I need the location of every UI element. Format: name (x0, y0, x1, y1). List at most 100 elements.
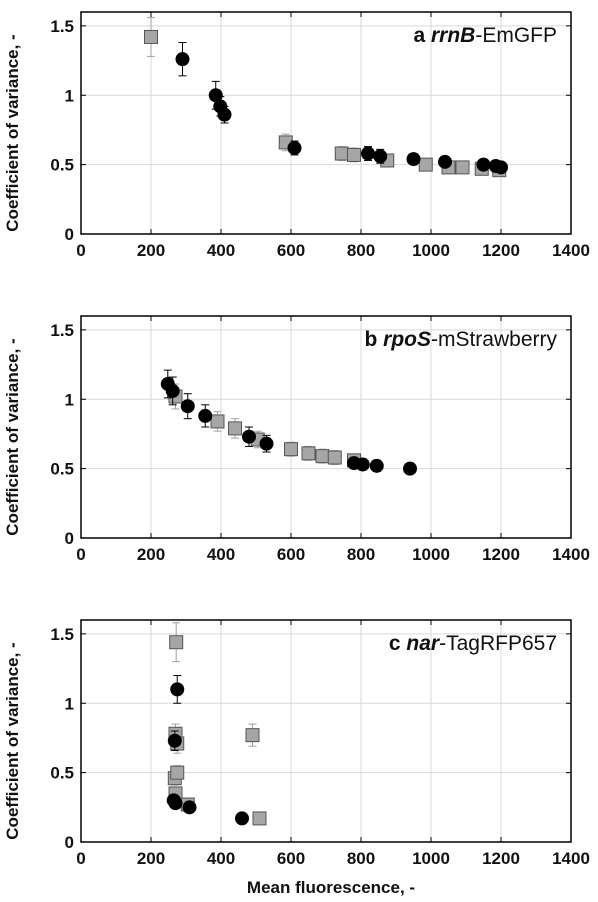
data-point-circle (168, 796, 183, 811)
panel-reporter-name: -EmGFP (475, 24, 557, 47)
y-tick-label: 1 (65, 86, 74, 105)
panel-letter: a (413, 24, 425, 47)
x-tick-label: 1000 (412, 545, 450, 564)
x-tick-label: 600 (277, 849, 305, 868)
x-tick-label: 1200 (482, 849, 520, 868)
x-tick-label: 200 (137, 241, 165, 260)
x-tick-label: 1400 (552, 849, 590, 868)
y-tick-label: 0.5 (50, 764, 74, 783)
data-point-square (284, 442, 298, 457)
data-point-circle (361, 146, 375, 161)
y-tick-label: 1 (65, 694, 74, 713)
x-tick-label: 400 (207, 241, 235, 260)
data-point-square (301, 446, 316, 461)
panel-a: 0 200 400 600 800 1000 1200 1400 0 0.5 1 1.5 Coeffic… (3, 11, 590, 260)
data-point-circle (165, 383, 180, 398)
data-point-circle (287, 140, 302, 155)
data-point-circle (355, 457, 370, 472)
data-point-square (252, 811, 267, 826)
y-axis-label: Coefficient of variance, - (3, 338, 22, 535)
x-tick-label: 600 (277, 241, 305, 260)
y-tick-label: 1 (65, 390, 74, 409)
x-tick-label: 1000 (412, 241, 450, 260)
panel-gene-name: rpoS (383, 328, 431, 351)
y-tick-label: 1.5 (50, 321, 74, 340)
y-tick-label: 0 (65, 833, 74, 852)
data-point-square (327, 450, 342, 465)
x-tick-label: 1400 (552, 241, 590, 260)
data-point-square (245, 728, 260, 743)
y-tick-label: 1.5 (50, 625, 74, 644)
data-point-circle (403, 461, 417, 476)
panel-title: a rrnB-EmGFP (413, 24, 557, 47)
y-tick-label: 0.5 (50, 156, 74, 175)
data-point-circle (242, 429, 256, 444)
y-axis-label: Coefficient of variance, - (3, 642, 22, 839)
data-point-circle (438, 154, 452, 169)
panel-reporter-name: -TagRFP657 (439, 632, 557, 655)
data-point-square (315, 449, 330, 464)
data-point-circle (180, 399, 195, 414)
panel-gene-name: nar (406, 632, 441, 655)
y-tick-label: 1.5 (50, 17, 74, 36)
x-tick-label: 400 (207, 849, 235, 868)
y-axis-label: Coefficient of variance, - (3, 34, 22, 231)
data-point-circle (476, 157, 491, 172)
data-point-circle (494, 160, 508, 175)
plot-frame (80, 619, 572, 843)
x-axis-label: Mean fluorescence, - (247, 878, 415, 897)
panel-title: b rpoS-mStrawberry (364, 328, 557, 351)
data-point-square (210, 414, 225, 429)
data-point-square (169, 635, 184, 650)
data-point-circle (170, 682, 185, 697)
panel-title: c nar-TagRFP657 (389, 632, 557, 655)
x-tick-label: 800 (347, 545, 375, 564)
data-point-circle (175, 52, 190, 67)
panel-letter: c (389, 632, 401, 655)
data-point-square (418, 157, 433, 172)
data-point-circle (373, 149, 388, 164)
data-point-circle (198, 408, 213, 423)
data-point-square (347, 147, 361, 162)
x-tick-label: 200 (137, 849, 165, 868)
data-point-circle (167, 733, 182, 748)
x-tick-label: 0 (76, 241, 85, 260)
panel-c: 0 200 400 600 800 1000 1200 1400 0 0.5 1 1.5 Coeffic… (3, 619, 590, 868)
data-point-circle (182, 800, 197, 815)
data-point-circle (369, 458, 384, 473)
plot-frame (80, 11, 572, 235)
x-tick-label: 0 (76, 545, 85, 564)
x-tick-label: 1200 (482, 545, 520, 564)
plot-frame (80, 315, 572, 539)
panel-letter: b (364, 328, 377, 351)
y-tick-label: 0.5 (50, 460, 74, 479)
data-point-square (334, 146, 349, 161)
x-tick-label: 1200 (482, 241, 520, 260)
x-tick-label: 600 (277, 545, 305, 564)
panel-reporter-name: -mStrawberry (431, 328, 558, 351)
data-point-square (455, 160, 470, 175)
x-tick-label: 800 (347, 849, 375, 868)
plot-area (81, 12, 571, 234)
data-point-circle (259, 436, 274, 451)
data-point-square (144, 29, 158, 44)
x-tick-label: 0 (76, 849, 85, 868)
x-tick-label: 1000 (412, 849, 450, 868)
plot-area (81, 620, 571, 842)
panel-b: 0 200 400 600 800 1000 1200 1400 0 0.5 1 1.5 Coeffic… (3, 315, 590, 564)
data-point-circle (208, 88, 223, 103)
x-tick-label: 400 (207, 545, 235, 564)
y-tick-label: 0 (65, 225, 74, 244)
x-tick-label: 1400 (552, 545, 590, 564)
plot-area (81, 316, 571, 538)
data-point-square (170, 765, 185, 780)
data-point-circle (235, 811, 249, 826)
data-point-circle (406, 152, 421, 167)
data-point-square (228, 421, 242, 436)
x-tick-label: 800 (347, 241, 375, 260)
panel-gene-name: rrnB (431, 24, 475, 47)
y-tick-label: 0 (65, 529, 74, 548)
data-point-circle (217, 107, 232, 122)
x-tick-label: 200 (137, 545, 165, 564)
